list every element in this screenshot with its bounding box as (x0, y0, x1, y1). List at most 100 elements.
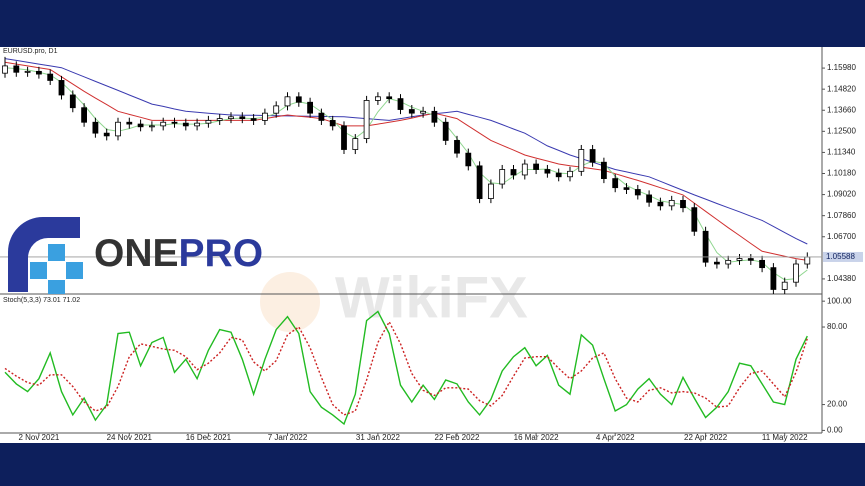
chart-title: EURUSD.pro, D1 (3, 48, 58, 55)
candle-body (420, 110, 427, 114)
candle-body (81, 107, 87, 123)
series-line (4, 320, 808, 416)
candle-body (160, 121, 167, 127)
candle-body (250, 118, 257, 121)
candle-body (623, 187, 630, 190)
candle-body (487, 183, 494, 199)
current-price-label: 1.05588 (826, 252, 855, 261)
y-tick-label: 1.13660 (827, 105, 856, 114)
x-tick-label: 11 May 2022 (762, 433, 808, 442)
indicator-title: Stoch(5,3,3) (3, 297, 41, 304)
candle-body (408, 109, 415, 114)
logo-mark (8, 217, 80, 292)
candle-body (793, 263, 799, 283)
candle-body (352, 138, 359, 150)
y-tick-label: 1.14820 (827, 84, 856, 93)
candle-body (103, 132, 110, 137)
candle-body (47, 73, 54, 81)
candle-body (781, 281, 788, 290)
y-tick-label: 1.04380 (827, 274, 856, 283)
candle-body (137, 123, 144, 128)
candle-body (386, 96, 393, 100)
x-tick-label: 7 Jan 2022 (268, 433, 308, 442)
y-tick-label: 1.10180 (827, 169, 856, 178)
y-tick-label: 1.12500 (827, 126, 856, 135)
candle-body (431, 110, 438, 123)
candle-body (239, 116, 246, 120)
series-line (4, 310, 808, 426)
candle-body (58, 80, 65, 96)
candle-body (578, 149, 585, 172)
candle-body (476, 165, 483, 199)
candle-body (567, 170, 573, 178)
candle-body (691, 207, 698, 232)
candle-body (725, 259, 732, 265)
candle-body (182, 122, 189, 127)
candle-body (115, 121, 121, 137)
candle-body (329, 120, 336, 127)
candle-body (510, 169, 517, 176)
logo-pro: PRO (179, 232, 264, 275)
candle-body (295, 96, 302, 103)
candle-body (589, 149, 596, 163)
candle-body (363, 100, 370, 140)
candle-body (307, 101, 314, 114)
candle-body (533, 163, 539, 170)
series-line (4, 61, 808, 261)
logo-one: ONE (94, 232, 179, 275)
candle-body (397, 98, 404, 110)
y-tick-label: 1.09020 (827, 190, 856, 199)
candle-body (804, 256, 811, 265)
candle-body (284, 96, 291, 107)
candle-body (521, 163, 528, 176)
x-tick-label: 22 Apr 2022 (684, 433, 728, 442)
k-value: 73.01 (43, 297, 61, 304)
candle-body (171, 121, 178, 124)
candle-body (69, 94, 76, 109)
y-tick-label: 1.06700 (827, 232, 856, 241)
candle-body (2, 65, 8, 74)
candle-body (601, 161, 607, 179)
logo-square (48, 280, 65, 294)
x-tick-label: 31 Jan 2022 (356, 433, 401, 442)
watermark: WikiFX (335, 265, 528, 330)
candle-body (634, 189, 641, 196)
candle-body (205, 120, 212, 124)
current-price-box (823, 251, 863, 262)
y-tick-label: 20.00 (827, 400, 848, 409)
candle-body (318, 112, 325, 121)
candle-body (657, 201, 664, 207)
candle-body (544, 169, 551, 174)
x-tick-label: 24 Nov 2021 (107, 433, 153, 442)
candle-body (273, 105, 280, 114)
y-tick-label: 1.15980 (827, 63, 856, 72)
x-tick-label: 16 Mar 2022 (514, 433, 559, 442)
logo-text: ONEPRO (94, 232, 263, 275)
candle-body (24, 70, 31, 73)
logo-square (30, 262, 47, 279)
candle-body (680, 199, 686, 209)
candle-body (454, 140, 460, 154)
candle-body (714, 261, 720, 265)
candle-body (770, 267, 777, 290)
logo-square (48, 244, 65, 261)
watermark-icon (260, 272, 320, 332)
candle-body (668, 199, 675, 207)
x-tick-label: 22 Feb 2022 (435, 433, 480, 442)
candle-body (442, 121, 449, 141)
y-tick-label: 1.07860 (827, 211, 856, 220)
x-tick-label: 4 Apr 2022 (596, 433, 635, 442)
candle-body (92, 121, 99, 134)
candle-body (228, 116, 234, 120)
y-tick-label: 100.00 (827, 296, 852, 305)
indicator-label: Stoch(5,3,3) 73.01 71.02 (3, 297, 80, 304)
y-tick-label: 80.00 (827, 322, 848, 331)
d-value: 71.02 (63, 297, 81, 304)
candle-body (555, 172, 562, 178)
x-tick-label: 2 Nov 2021 (18, 433, 59, 442)
candle-body (148, 125, 155, 128)
candle-body (36, 70, 42, 75)
candle-body (374, 96, 381, 101)
candle-body (341, 125, 347, 150)
